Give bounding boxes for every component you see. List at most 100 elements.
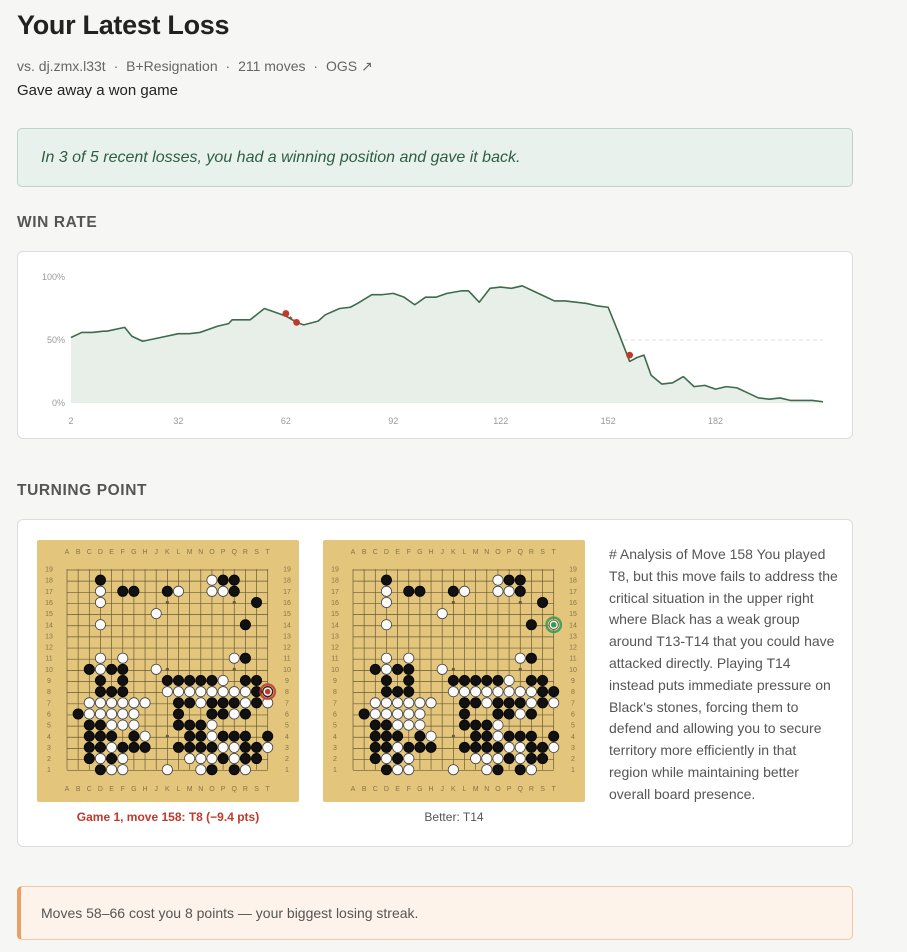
white-stone bbox=[503, 686, 515, 698]
better-board-panel: A A B B C C D D E E F F G G H H J J K K L L M M N N O O P P Q Q R R S S T T 19… bbox=[323, 540, 585, 824]
mistake-marker bbox=[626, 351, 634, 359]
column-coordinate: Q bbox=[518, 549, 524, 556]
white-stone bbox=[128, 708, 140, 720]
star-point bbox=[518, 667, 522, 671]
white-stone bbox=[380, 708, 392, 720]
column-coordinate: N bbox=[198, 786, 203, 793]
black-stone bbox=[117, 663, 129, 675]
black-stone bbox=[548, 686, 560, 698]
column-coordinate: L bbox=[177, 786, 181, 793]
black-stone bbox=[380, 741, 392, 753]
white-stone bbox=[414, 719, 426, 731]
row-coordinate: 10 bbox=[283, 667, 291, 674]
white-stone bbox=[492, 719, 504, 731]
black-stone bbox=[403, 741, 415, 753]
insight-text: In 3 of 5 recent losses, you had a winni… bbox=[41, 148, 521, 166]
black-stone bbox=[206, 674, 218, 686]
white-stone bbox=[228, 652, 240, 664]
column-coordinate: E bbox=[109, 549, 114, 556]
white-stone bbox=[106, 741, 118, 753]
row-coordinate: 7 bbox=[333, 700, 337, 707]
white-stone bbox=[492, 686, 504, 698]
black-stone bbox=[392, 753, 404, 765]
column-coordinate: S bbox=[254, 786, 259, 793]
column-coordinate: T bbox=[552, 786, 557, 793]
black-stone bbox=[392, 663, 404, 675]
black-stone bbox=[239, 741, 251, 753]
white-stone bbox=[458, 686, 470, 698]
black-stone bbox=[537, 697, 549, 709]
white-stone bbox=[128, 697, 140, 709]
white-stone bbox=[514, 652, 526, 664]
row-coordinate: 13 bbox=[45, 633, 53, 640]
column-coordinate: A bbox=[65, 549, 70, 556]
black-stone bbox=[425, 741, 437, 753]
row-coordinate: 19 bbox=[45, 567, 53, 574]
black-stone bbox=[239, 674, 251, 686]
star-point bbox=[165, 667, 169, 671]
black-stone bbox=[503, 708, 515, 720]
black-stone bbox=[217, 730, 229, 742]
white-stone bbox=[403, 697, 415, 709]
played-move-marker-dot bbox=[264, 688, 271, 695]
black-stone bbox=[458, 697, 470, 709]
row-coordinate: 9 bbox=[285, 678, 289, 685]
row-coordinate: 16 bbox=[569, 600, 577, 607]
x-tick-label: 62 bbox=[281, 416, 291, 426]
column-coordinate: N bbox=[484, 549, 489, 556]
black-stone bbox=[206, 764, 218, 776]
black-stone bbox=[492, 764, 504, 776]
column-coordinate: Q bbox=[232, 786, 238, 793]
row-coordinate: 2 bbox=[333, 756, 337, 763]
black-stone bbox=[94, 686, 106, 698]
black-stone bbox=[369, 753, 381, 765]
column-coordinate: J bbox=[440, 786, 444, 793]
white-stone bbox=[117, 719, 129, 731]
black-stone bbox=[239, 730, 251, 742]
row-coordinate: 5 bbox=[333, 723, 337, 730]
better-move-board[interactable]: AABBCCDDEEFFGGHHJJKKLLMMNNOOPPQQRRSSTT19… bbox=[323, 540, 585, 802]
black-stone bbox=[184, 674, 196, 686]
black-stone bbox=[251, 674, 263, 686]
row-coordinate: 14 bbox=[45, 622, 53, 629]
move-analysis-text: # Analysis of Move 158 You played T8, bu… bbox=[609, 546, 838, 802]
black-stone bbox=[481, 730, 493, 742]
white-stone bbox=[239, 686, 251, 698]
row-coordinate: 13 bbox=[569, 633, 577, 640]
column-coordinate: G bbox=[417, 549, 422, 556]
black-stone bbox=[251, 741, 263, 753]
black-stone bbox=[117, 674, 129, 686]
row-coordinate: 1 bbox=[333, 767, 337, 774]
white-stone bbox=[195, 753, 207, 765]
white-stone bbox=[447, 686, 459, 698]
played-move-board[interactable]: AABBCCDDEEFFGGHHJJKKLLMMNNOOPPQQRRSSTT19… bbox=[37, 540, 299, 802]
white-stone bbox=[94, 708, 106, 720]
black-stone bbox=[184, 741, 196, 753]
column-coordinate: B bbox=[362, 549, 367, 556]
streak-text: Moves 58–66 cost you 8 points — your big… bbox=[41, 905, 419, 921]
played-move-marker bbox=[259, 683, 277, 701]
x-tick-label: 122 bbox=[493, 416, 508, 426]
played-move-caption: Game 1, move 158: T8 (−9.4 pts) bbox=[76, 810, 260, 824]
row-coordinate: 17 bbox=[331, 589, 339, 596]
white-stone bbox=[206, 585, 218, 597]
row-coordinate: 18 bbox=[45, 578, 53, 585]
row-coordinate: 18 bbox=[283, 578, 291, 585]
black-stone bbox=[492, 674, 504, 686]
column-coordinate: R bbox=[529, 786, 534, 793]
white-stone bbox=[94, 619, 106, 631]
white-stone bbox=[94, 663, 106, 675]
black-stone bbox=[514, 697, 526, 709]
black-stone bbox=[128, 730, 140, 742]
black-stone bbox=[172, 741, 184, 753]
black-stone bbox=[228, 764, 240, 776]
column-coordinate: H bbox=[429, 786, 434, 793]
row-coordinate: 18 bbox=[331, 578, 339, 585]
ogs-link[interactable]: OGS ↗ bbox=[325, 58, 373, 74]
row-coordinate: 5 bbox=[47, 723, 51, 730]
black-stone bbox=[72, 708, 84, 720]
row-coordinate: 16 bbox=[283, 600, 291, 607]
black-stone bbox=[128, 585, 140, 597]
star-point bbox=[165, 600, 169, 605]
black-stone bbox=[525, 708, 537, 720]
